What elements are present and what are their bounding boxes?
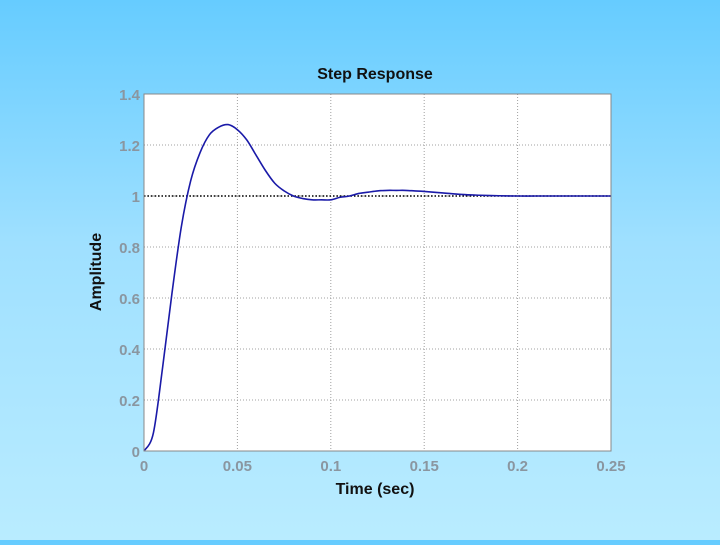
x-axis-title: Time (sec)	[336, 481, 415, 498]
y-tick-label: 0.6	[119, 291, 140, 308]
y-tick-label: 0.2	[119, 393, 140, 410]
y-tick-label: 0.4	[119, 342, 141, 359]
series-layer	[143, 123, 611, 452]
x-tick-label: 0	[140, 458, 148, 475]
x-tick-label: 0.15	[410, 458, 439, 475]
y-tick-label: 0	[132, 444, 140, 461]
x-tick-label: 0.05	[223, 458, 252, 475]
y-tick-label: 1.2	[119, 138, 140, 155]
plot-area	[144, 94, 611, 451]
plot-frame	[143, 93, 612, 452]
x-tick-label: 0.25	[596, 458, 625, 475]
x-tick-label: 0.2	[507, 458, 528, 475]
x-tick-labels: 0 0.05 0.1 0.15 0.2 0.25	[140, 458, 626, 475]
y-tick-label: 1	[132, 189, 140, 206]
chart-title: Step Response	[317, 66, 433, 83]
grid	[144, 94, 611, 451]
x-tick-label: 0.1	[320, 458, 341, 475]
y-axis-title: Amplitude	[88, 233, 105, 311]
step-response-line	[143, 123, 611, 452]
y-tick-labels: 0 0.2 0.4 0.6 0.8 1 1.2 1.4	[119, 87, 141, 461]
y-tick-label: 1.4	[119, 87, 141, 104]
y-tick-label: 0.8	[119, 240, 140, 257]
